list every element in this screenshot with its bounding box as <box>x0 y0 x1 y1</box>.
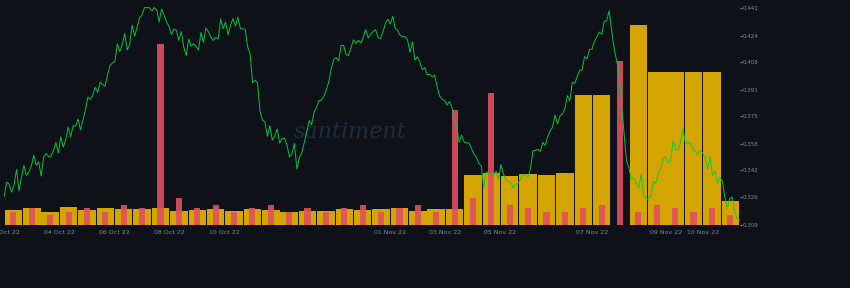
Bar <box>360 205 366 225</box>
Bar <box>391 208 408 225</box>
Bar <box>249 208 256 225</box>
Bar <box>152 208 169 225</box>
Bar <box>501 177 518 225</box>
Bar <box>709 208 715 225</box>
Bar <box>65 211 71 225</box>
Bar <box>78 210 96 225</box>
Bar <box>268 205 274 225</box>
Bar <box>207 209 224 225</box>
Bar <box>317 211 335 225</box>
Bar <box>157 44 163 225</box>
Bar <box>323 211 329 225</box>
Bar <box>280 212 297 225</box>
Bar <box>470 198 476 225</box>
Bar <box>672 208 678 225</box>
Bar <box>434 211 439 225</box>
Bar <box>519 174 537 225</box>
Bar <box>121 205 127 225</box>
Bar <box>488 93 495 225</box>
Bar <box>378 211 384 225</box>
Bar <box>556 173 574 225</box>
Bar <box>446 209 463 225</box>
Bar <box>685 72 702 225</box>
Bar <box>225 211 243 225</box>
Bar <box>354 210 371 225</box>
Bar <box>635 211 642 225</box>
Bar <box>617 61 623 225</box>
Bar <box>728 215 734 225</box>
Bar <box>139 208 145 225</box>
Bar <box>42 212 59 225</box>
Bar <box>115 209 133 225</box>
Bar <box>194 208 201 225</box>
Bar <box>10 211 16 225</box>
Bar <box>286 211 292 225</box>
Bar <box>102 211 109 225</box>
Bar <box>170 211 188 225</box>
Bar <box>262 210 280 225</box>
Bar <box>415 205 421 225</box>
Bar <box>409 211 427 225</box>
Bar <box>690 211 697 225</box>
Bar <box>630 25 647 225</box>
Bar <box>244 209 261 225</box>
Bar <box>464 175 482 225</box>
Bar <box>299 211 316 225</box>
Bar <box>84 208 90 225</box>
Text: santiment: santiment <box>293 121 406 143</box>
Bar <box>562 211 568 225</box>
Bar <box>428 209 445 225</box>
Bar <box>654 205 660 225</box>
Bar <box>451 110 457 225</box>
Bar <box>575 96 592 225</box>
Bar <box>666 72 684 225</box>
Bar <box>5 210 22 225</box>
Bar <box>703 72 721 225</box>
Bar <box>396 208 403 225</box>
Bar <box>304 208 310 225</box>
Bar <box>133 209 150 225</box>
Bar <box>212 205 218 225</box>
Bar <box>97 208 114 225</box>
Bar <box>231 211 237 225</box>
Bar <box>372 209 390 225</box>
Bar <box>722 201 739 225</box>
Bar <box>525 208 531 225</box>
Bar <box>483 173 500 225</box>
Bar <box>538 175 555 225</box>
Bar <box>176 198 182 225</box>
Bar <box>341 208 348 225</box>
Bar <box>543 211 550 225</box>
Bar <box>336 209 353 225</box>
Bar <box>648 72 666 225</box>
Bar <box>47 215 54 225</box>
Bar <box>60 207 77 225</box>
Bar <box>581 208 586 225</box>
Bar <box>23 208 41 225</box>
Bar <box>29 208 35 225</box>
Bar <box>507 205 513 225</box>
Bar <box>189 210 206 225</box>
Bar <box>598 205 604 225</box>
Bar <box>593 96 610 225</box>
